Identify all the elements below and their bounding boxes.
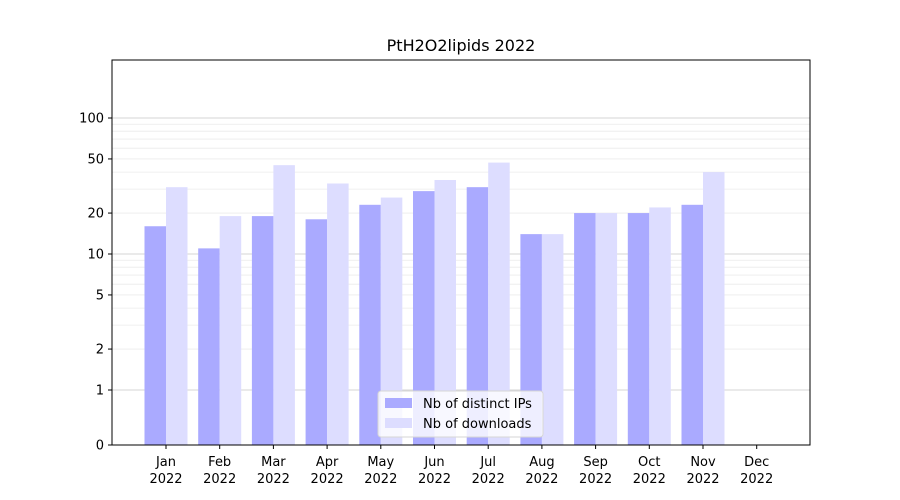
x-tick-label-year: 2022 (257, 472, 290, 487)
x-axis: Jan 2022 Feb 2022 Mar 2022 Apr 2022 May 2022 Jun 20… (149, 445, 773, 487)
x-tick-label-year: 2022 (472, 472, 505, 487)
bar-downloads-jun (434, 180, 456, 445)
x-tick-label-year: 2022 (311, 472, 344, 487)
bar-distinct-ips-jul (466, 187, 489, 445)
bar-downloads-feb (219, 216, 242, 445)
x-tick-label-year: 2022 (686, 472, 719, 487)
x-tick-label-month: Sep (583, 455, 608, 470)
bar-downloads-nov (703, 172, 725, 445)
x-tick-label-year: 2022 (525, 472, 558, 487)
chart-title: PtH2O2lipids 2022 (387, 36, 536, 55)
legend-box (377, 390, 544, 438)
x-tick-label-month: Nov (690, 455, 716, 470)
bar-downloads-jan (166, 187, 188, 445)
y-tick-label: 5 (96, 288, 104, 303)
y-tick-label: 1 (96, 384, 104, 399)
x-tick-label-month: Aug (529, 455, 554, 470)
legend: Nb of distinct IPs Nb of downloads (377, 390, 544, 438)
x-tick-label-year: 2022 (364, 472, 397, 487)
bar-distinct-ips-may (359, 204, 381, 445)
x-tick-label-year: 2022 (579, 472, 612, 487)
y-tick-label: 50 (87, 152, 104, 167)
bar-distinct-ips-jan (144, 226, 166, 445)
x-tick-label-month: Jan (155, 455, 176, 470)
y-tick-label: 10 (87, 248, 104, 263)
x-tick-label-month: Mar (261, 455, 286, 470)
x-tick-label-year: 2022 (633, 472, 666, 487)
bar-distinct-ips-nov (681, 204, 703, 445)
bar-downloads-may (380, 197, 403, 445)
x-tick-label-month: Oct (638, 455, 660, 470)
y-tick-label: 0 (96, 439, 104, 454)
bar-distinct-ips-oct (627, 213, 650, 445)
bar-distinct-ips-jun (413, 191, 435, 445)
x-tick-label-year: 2022 (740, 472, 773, 487)
y-tick-label: 20 (87, 207, 104, 222)
y-tick-label: 2 (96, 343, 104, 358)
bar-downloads-aug (541, 234, 564, 445)
x-tick-label-month: Dec (744, 455, 769, 470)
legend-label: Nb of distinct IPs (423, 397, 532, 412)
legend-label: Nb of downloads (423, 417, 532, 432)
x-tick-label-month: Jun (423, 455, 444, 470)
bar-downloads-sep (595, 213, 618, 445)
y-axis: 0 1 2 5 10 20 50 100 (79, 112, 112, 454)
x-tick-label-year: 2022 (149, 472, 182, 487)
x-tick-label-month: Jul (479, 455, 496, 470)
bars (144, 162, 725, 446)
x-tick-label-year: 2022 (203, 472, 236, 487)
bar-downloads-jul (488, 162, 510, 445)
bar-downloads-mar (273, 165, 295, 446)
bar-downloads-apr (327, 183, 349, 445)
bar-distinct-ips-mar (251, 216, 274, 445)
bar-distinct-ips-apr (305, 219, 328, 445)
x-tick-label-year: 2022 (418, 472, 451, 487)
y-tick-label: 100 (79, 112, 104, 127)
plot-frame (111, 59, 811, 446)
bar-downloads-oct (649, 207, 671, 445)
bar-distinct-ips-sep (574, 213, 596, 445)
x-tick-label-month: Feb (208, 455, 231, 470)
x-tick-label-month: May (367, 455, 394, 470)
x-tick-label-month: Apr (316, 455, 339, 470)
bar-distinct-ips-feb (198, 248, 220, 445)
legend-swatch (385, 418, 412, 428)
legend-swatch (385, 398, 412, 408)
